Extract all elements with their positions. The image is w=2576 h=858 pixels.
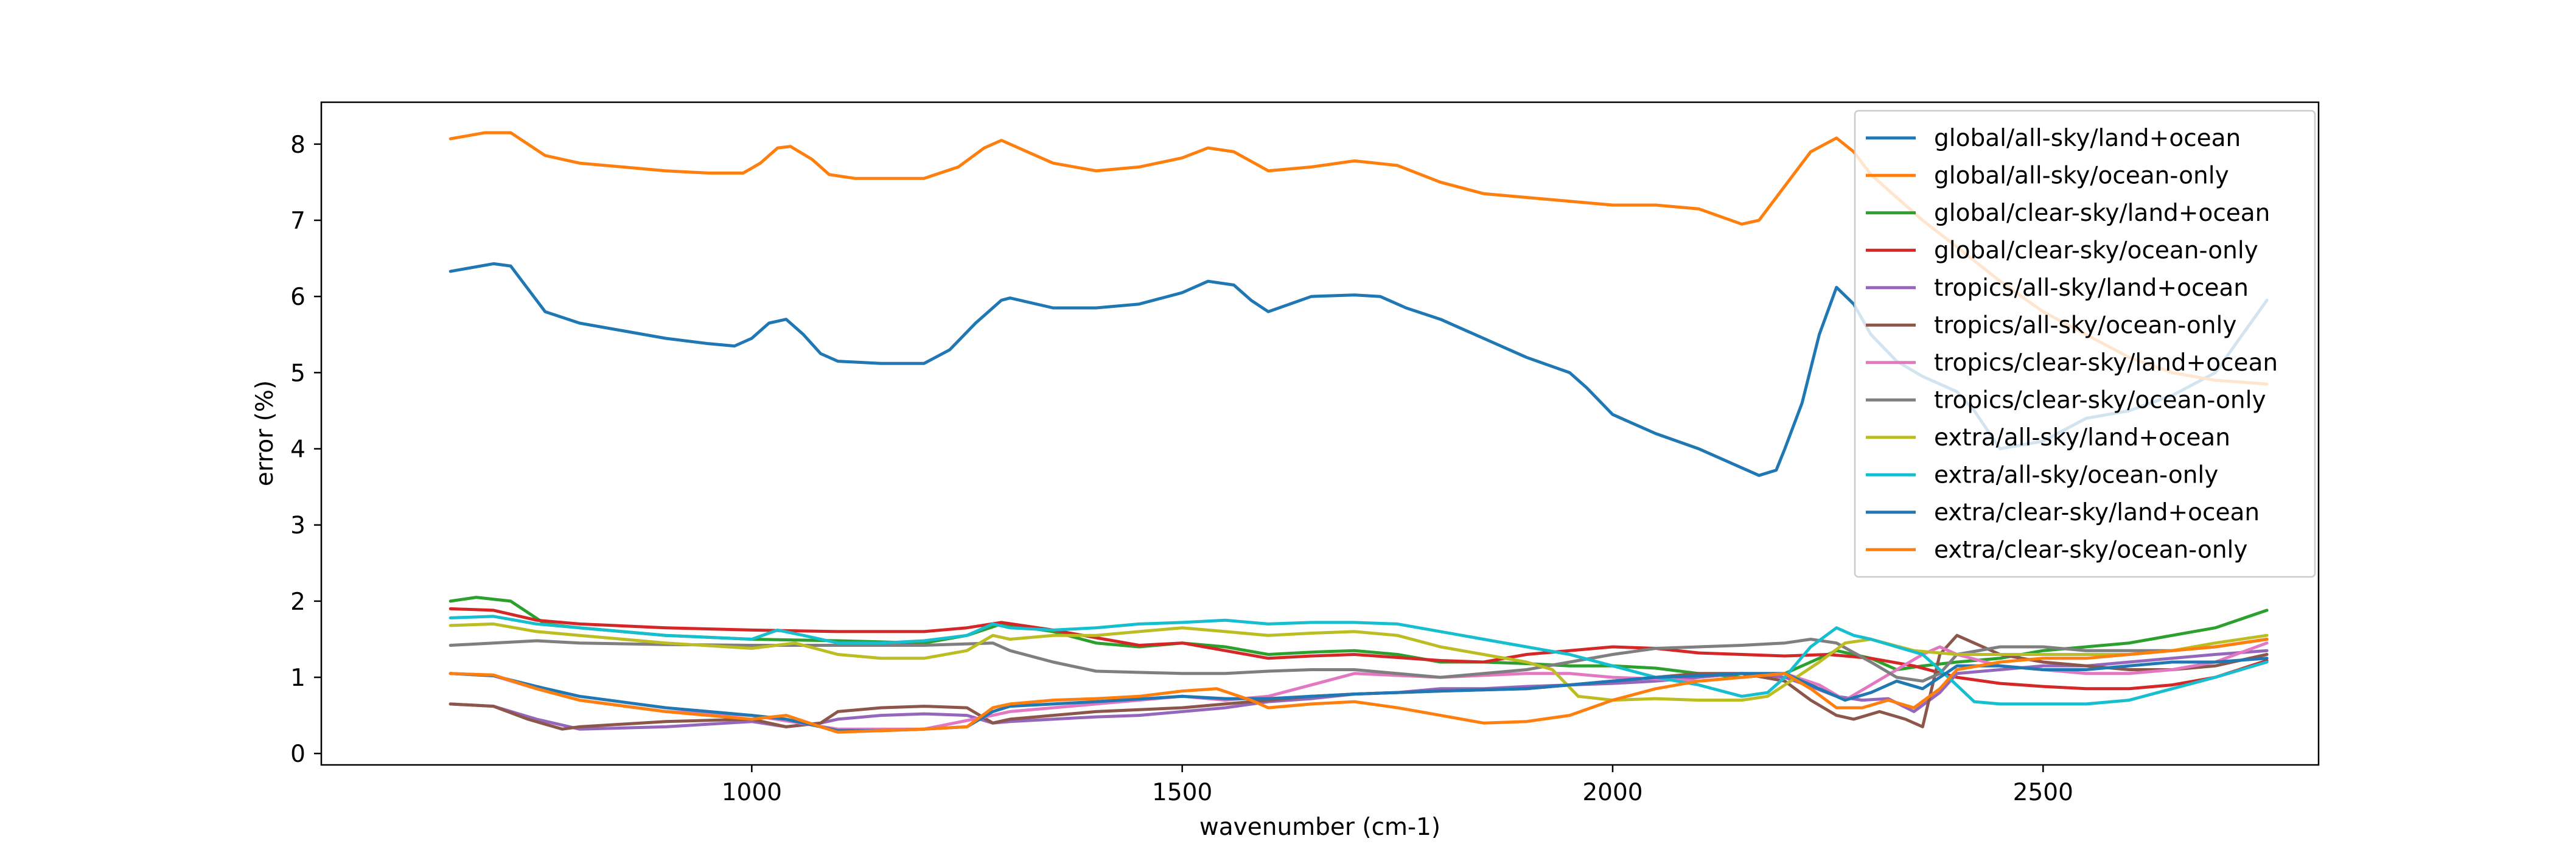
x-tick-label: 1000 (722, 779, 782, 806)
legend-label: extra/all-sky/land+ocean (1934, 424, 2230, 452)
x-tick-label: 2500 (2013, 779, 2073, 806)
legend-label: global/all-sky/ocean-only (1934, 162, 2229, 189)
y-tick-label: 3 (290, 512, 305, 540)
legend-label: global/clear-sky/land+ocean (1934, 200, 2270, 227)
legend-label: global/all-sky/land+ocean (1934, 125, 2241, 152)
plot-frame (320, 101, 2320, 766)
series-layer (449, 131, 2269, 734)
y-tick-label: 4 (290, 436, 305, 464)
x-axis-label: wavenumber (cm-1) (1199, 814, 1440, 841)
y-tick-label: 1 (290, 664, 305, 692)
legend-label: tropics/all-sky/land+ocean (1934, 274, 2249, 302)
legend-label: extra/clear-sky/ocean-only (1934, 536, 2247, 563)
series-line-10 (449, 615, 2269, 706)
x-tick-label: 2000 (1582, 779, 1642, 806)
legend: global/all-sky/land+ocean global/all-sky/… (1854, 110, 2316, 578)
legend-label: tropics/clear-sky/land+ocean (1934, 349, 2278, 377)
legend-label: extra/all-sky/ocean-only (1934, 461, 2218, 489)
series-line-8 (449, 638, 2269, 683)
legend-label: tropics/clear-sky/ocean-only (1934, 386, 2266, 414)
legend-label: tropics/all-sky/ocean-only (1934, 312, 2236, 339)
y-tick-label: 6 (290, 284, 305, 311)
series-line-9 (449, 622, 2269, 702)
series-line-4 (449, 607, 2269, 691)
series-line-12 (449, 638, 2269, 734)
y-axis-label: error (%) (251, 380, 279, 486)
legend-box (1854, 110, 2316, 578)
legend-label: extra/clear-sky/land+ocean (1934, 499, 2260, 526)
y-tick-label: 5 (290, 360, 305, 387)
x-tick-label: 1500 (1152, 779, 1212, 806)
y-tick-label: 0 (290, 741, 305, 768)
y-axis: 0 1 2 3 4 5 6 7 8 (290, 131, 321, 768)
x-axis: 1000 1500 2000 2500 (722, 765, 2073, 806)
y-tick-label: 7 (290, 208, 305, 235)
y-tick-label: 2 (290, 588, 305, 616)
y-tick-label: 8 (290, 131, 305, 159)
legend-label: global/clear-sky/ocean-only (1934, 237, 2258, 264)
